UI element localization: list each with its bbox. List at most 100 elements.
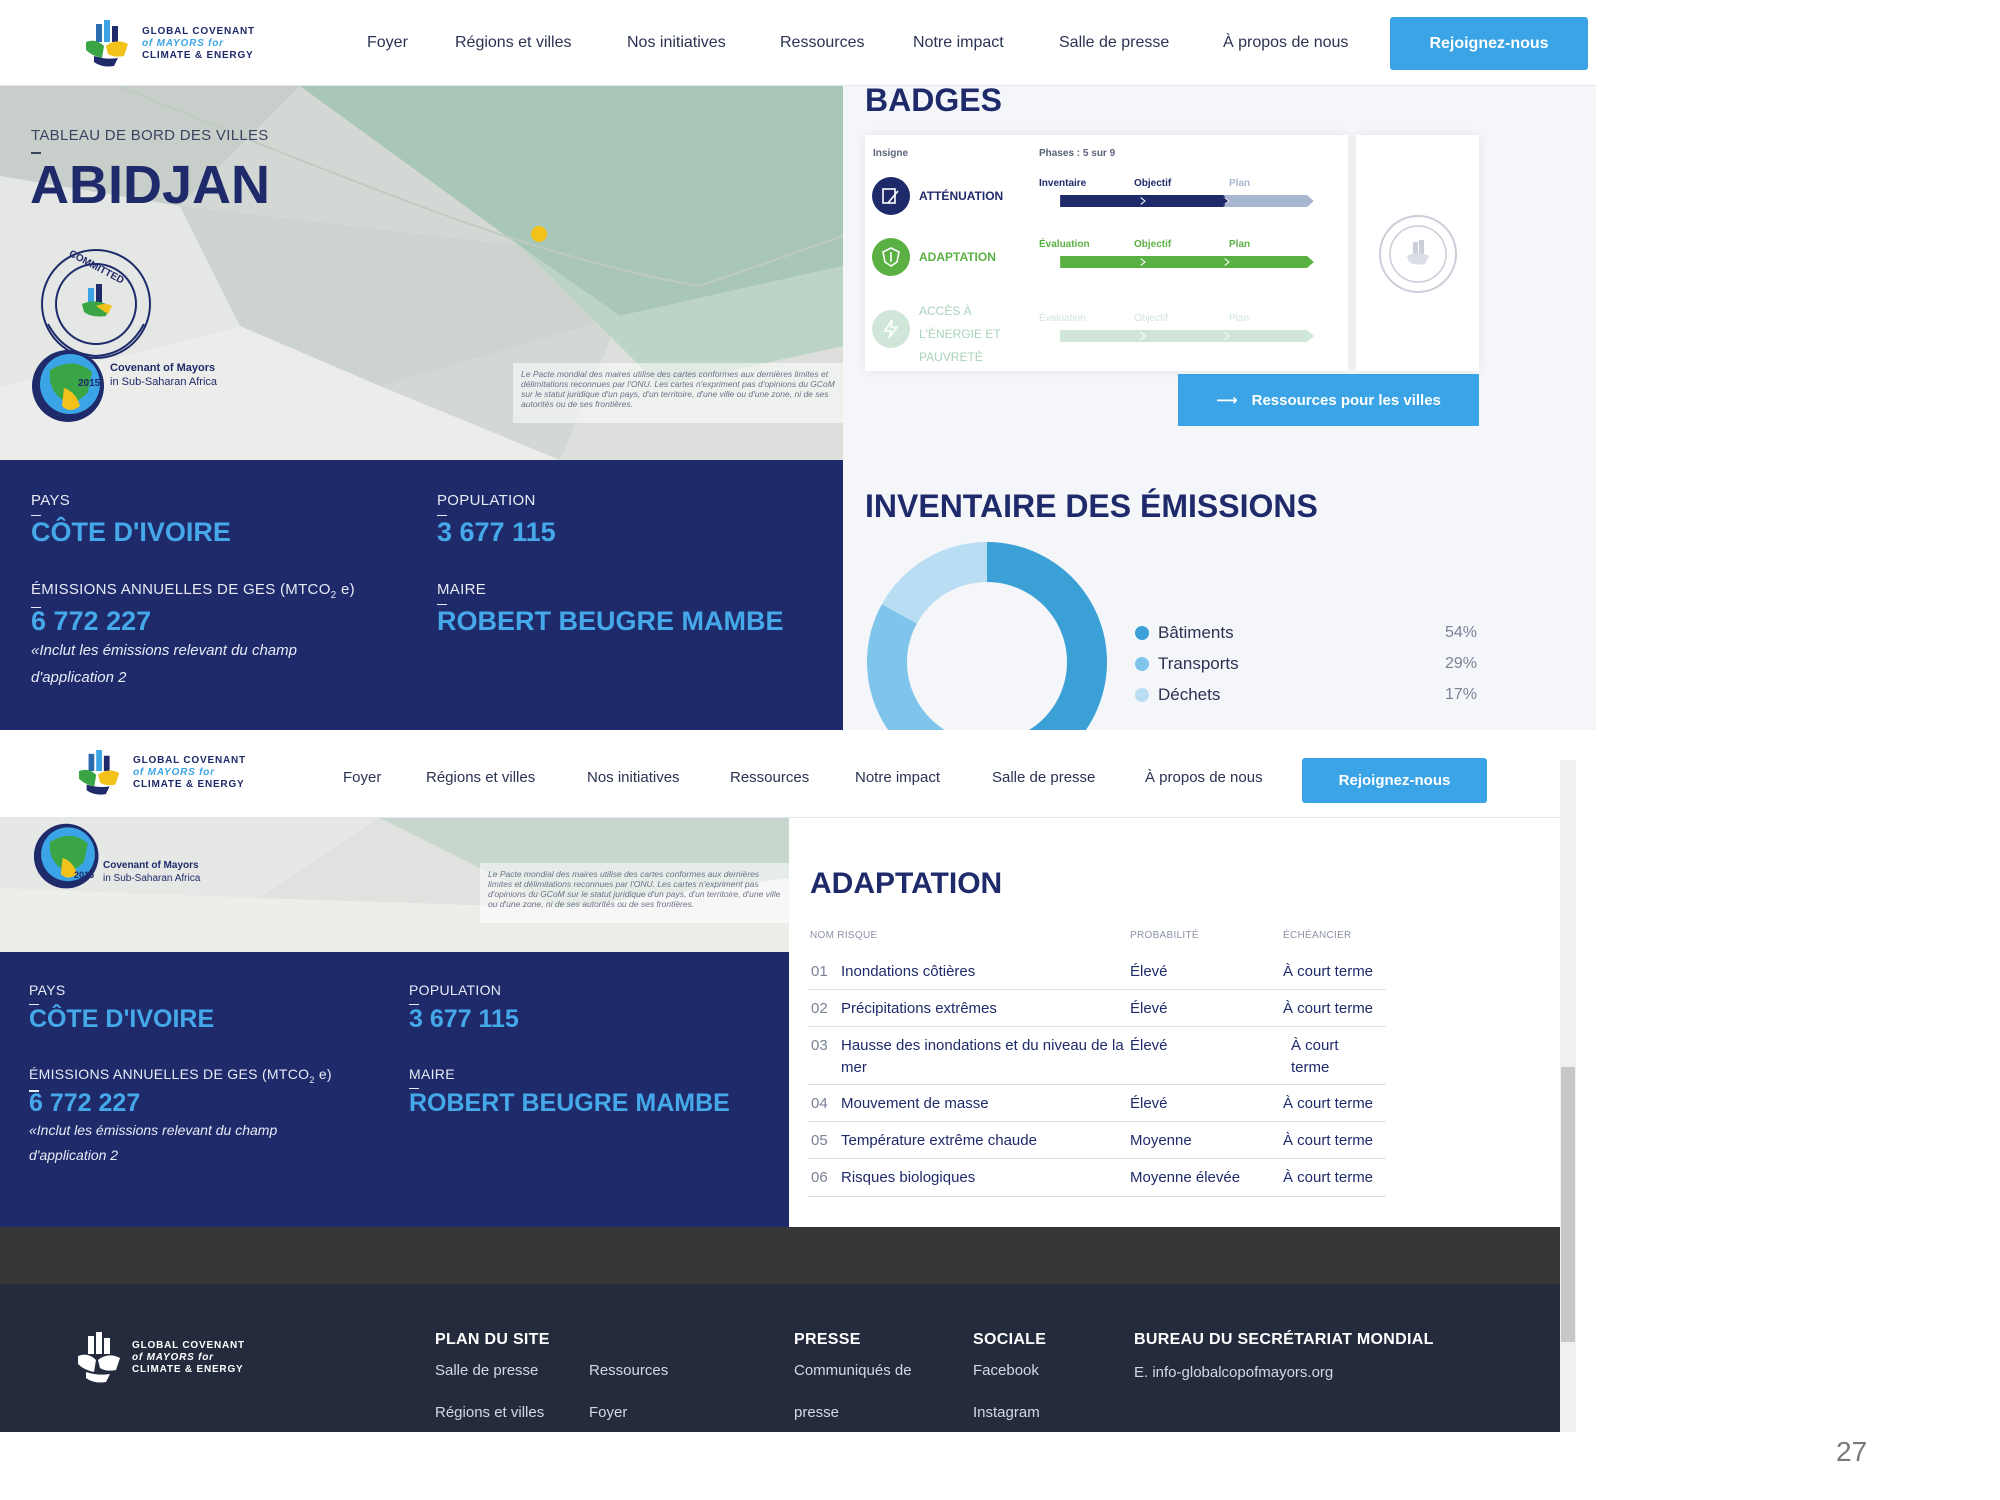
energy-access-badge-name: ACCÈS À L'ÉNERGIE ET PAUVRETÉ [919, 304, 1001, 364]
mayor-value: ROBERT BEUGRE MAMBE [409, 1089, 730, 1117]
footer-link-regions[interactable]: Régions et villes [435, 1404, 545, 1421]
city-resources-button[interactable]: ⟶ Ressources pour les villes [1178, 374, 1479, 426]
nav-regions-villes[interactable]: Régions et villes [455, 34, 572, 51]
country-value: CÔTE D'IVOIRE [29, 1005, 215, 1033]
footer-link-salle-presse[interactable]: Salle de presse [435, 1362, 539, 1379]
legend-dot-icon [1135, 657, 1149, 671]
table-row[interactable]: 04 Mouvement de masse Élevé À court term… [808, 1085, 1386, 1122]
header-probability: PROBABILITÉ [1130, 930, 1199, 941]
scrollbar-thumb[interactable] [1561, 1067, 1575, 1342]
mitigation-phase-3: Plan [1229, 178, 1251, 189]
arrow-right-icon: ⟶ [1216, 392, 1238, 409]
header-risk-name: NOM RISQUE [810, 930, 878, 941]
donut-slice-1 [867, 604, 945, 730]
legend-transports-pct: 29% [1445, 655, 1478, 672]
site-logo-2[interactable]: GLOBAL COVENANT of MAYORS for CLIMATE & EN… [77, 750, 246, 796]
table-row[interactable]: 05 Température extrême chaude Moyenne À … [808, 1122, 1386, 1159]
site-footer: GLOBAL COVENANT of MAYORS for CLIMATE & EN… [0, 1284, 1560, 1432]
city-map[interactable]: TABLEAU DE BORD DES VILLES ABIDJAN COMMI… [0, 86, 843, 460]
mitigation-badge-name: ATTÉNUATION [919, 189, 1004, 203]
adaptation-phase-2: Objectif [1134, 239, 1172, 250]
covenant-africa-icon [33, 823, 99, 889]
site-header: GLOBAL COVENANT of MAYORS for CLIMATE & EN… [0, 0, 1596, 86]
energy-phase-1: Évaluation [1039, 313, 1086, 324]
population-label: POPULATION [409, 982, 502, 1005]
city-info-panel-2: PAYS CÔTE D'IVOIRE POPULATION 3 677 115 … [0, 952, 789, 1227]
mitigation-phase-1: Inventaire [1039, 178, 1087, 189]
site-logo[interactable]: GLOBAL COVENANT of MAYORS for CLIMATE & EN… [84, 20, 255, 68]
page-number: 27 [1836, 1436, 1868, 1467]
table-row[interactable]: 01 Inondations côtières Élevé À court te… [808, 953, 1386, 990]
adaptation-progress-bar [1060, 256, 1314, 268]
footer-link-foyer[interactable]: Foyer [589, 1404, 628, 1421]
nav-impact[interactable]: Notre impact [913, 34, 1004, 51]
covenant-logo-icon [78, 750, 120, 795]
energy-phase-3: Plan [1229, 313, 1250, 324]
footer-link-presse[interactable]: presse [794, 1404, 840, 1421]
label-underline [31, 152, 41, 154]
nav-salle-presse[interactable]: Salle de presse [1059, 34, 1170, 51]
nav-initiatives[interactable]: Nos initiatives [587, 769, 680, 786]
city-map-2[interactable]: 2015 Covenant of Mayors in Sub-Saharan A… [0, 818, 789, 952]
country-label: PAYS [31, 492, 70, 516]
energy-access-badge-icon[interactable] [872, 310, 910, 348]
footer-social-title: SOCIALE [973, 1331, 1047, 1348]
nav-impact[interactable]: Notre impact [855, 769, 941, 786]
footer-link-instagram[interactable]: Instagram [973, 1404, 1040, 1421]
covenant-label: Covenant of Mayors [103, 860, 199, 871]
badges-col-phases: Phases : 5 sur 9 [1039, 148, 1116, 159]
emissions-donut-chart [867, 542, 1107, 730]
footer-logo[interactable]: GLOBAL COVENANT of MAYORS for CLIMATE & EN… [76, 1332, 245, 1384]
nav-regions-villes[interactable]: Régions et villes [426, 769, 536, 786]
badges-title: BADGES [865, 82, 1002, 118]
nav-a-propos[interactable]: À propos de nous [1145, 769, 1263, 786]
footer-link-facebook[interactable]: Facebook [973, 1362, 1039, 1379]
footer-link-ressources[interactable]: Ressources [589, 1362, 669, 1379]
nav-ressources[interactable]: Ressources [780, 34, 865, 51]
committed-seal-icon [41, 249, 151, 359]
footer-bureau-title: BUREAU DU SECRÉTARIAT MONDIAL [1134, 1331, 1434, 1348]
covenant-africa-icon [32, 350, 104, 422]
dashboard-label: TABLEAU DE BORD DES VILLES [31, 127, 269, 144]
mitigation-badge-icon[interactable] [872, 177, 910, 215]
site-header-2: GLOBAL COVENANT of MAYORS for CLIMATE & EN… [0, 730, 1560, 818]
footer-link-communiques[interactable]: Communiqués de [794, 1362, 912, 1379]
table-row[interactable]: 06 Risques biologiques Moyenne élevée À … [808, 1159, 1386, 1197]
legend-dechets: Déchets [1135, 685, 1220, 705]
header-timeline: ÉCHÉANCIER [1283, 930, 1352, 941]
adaptation-title: ADAPTATION [810, 867, 1003, 900]
footer-press-title: PRESSE [794, 1331, 861, 1348]
country-label: PAYS [29, 982, 66, 1005]
map-disclaimer: Le Pacte mondial des maires utilise des … [480, 863, 789, 923]
footer-logo-text: GLOBAL COVENANT of MAYORS for CLIMATE & EN… [132, 1340, 245, 1375]
table-row[interactable]: 02 Précipitations extrêmes Élevé À court… [808, 990, 1386, 1027]
mayor-label: MAIRE [409, 1066, 455, 1089]
nav-initiatives[interactable]: Nos initiatives [627, 34, 726, 51]
covenant-year: 2015 [74, 870, 95, 880]
adaptation-badge-name: ADAPTATION [919, 250, 996, 264]
join-button[interactable]: Rejoignez-nous [1390, 17, 1588, 70]
nav-foyer[interactable]: Foyer [343, 769, 382, 786]
legend-dot-icon [1135, 688, 1149, 702]
nav-a-propos[interactable]: À propos de nous [1223, 34, 1349, 51]
covenant-logo-white-icon [78, 1332, 120, 1383]
nav-foyer[interactable]: Foyer [367, 34, 408, 51]
population-value: 3 677 115 [437, 517, 556, 547]
city-info-panel: PAYS CÔTE D'IVOIRE POPULATION 3 677 115 … [0, 460, 843, 730]
adaptation-badge-icon[interactable] [872, 238, 910, 276]
emissions-label: ÉMISSIONS ANNUELLES DE GES (MTCO2 e) [29, 1066, 332, 1092]
award-seal-icon [1379, 215, 1457, 293]
nav-salle-presse[interactable]: Salle de presse [992, 769, 1096, 786]
covenant-sub: in Sub-Saharan Africa [110, 376, 218, 388]
city-name: ABIDJAN [30, 155, 271, 215]
legend-transports: Transports [1135, 654, 1239, 674]
table-row[interactable]: 03 Hausse des inondations et du niveau d… [808, 1027, 1386, 1085]
emissions-note: «Inclut les émissions relevant du champ … [29, 1122, 278, 1163]
join-button[interactable]: Rejoignez-nous [1302, 758, 1487, 803]
covenant-sub: in Sub-Saharan Africa [103, 873, 201, 884]
donut-slice-0 [987, 542, 1107, 730]
footer-email-link[interactable]: E. info-globalcopofmayors.org [1134, 1364, 1334, 1381]
country-value: CÔTE D'IVOIRE [31, 517, 231, 547]
logo-text: GLOBAL COVENANT of MAYORS for CLIMATE & EN… [142, 26, 255, 61]
nav-ressources[interactable]: Ressources [730, 769, 810, 786]
